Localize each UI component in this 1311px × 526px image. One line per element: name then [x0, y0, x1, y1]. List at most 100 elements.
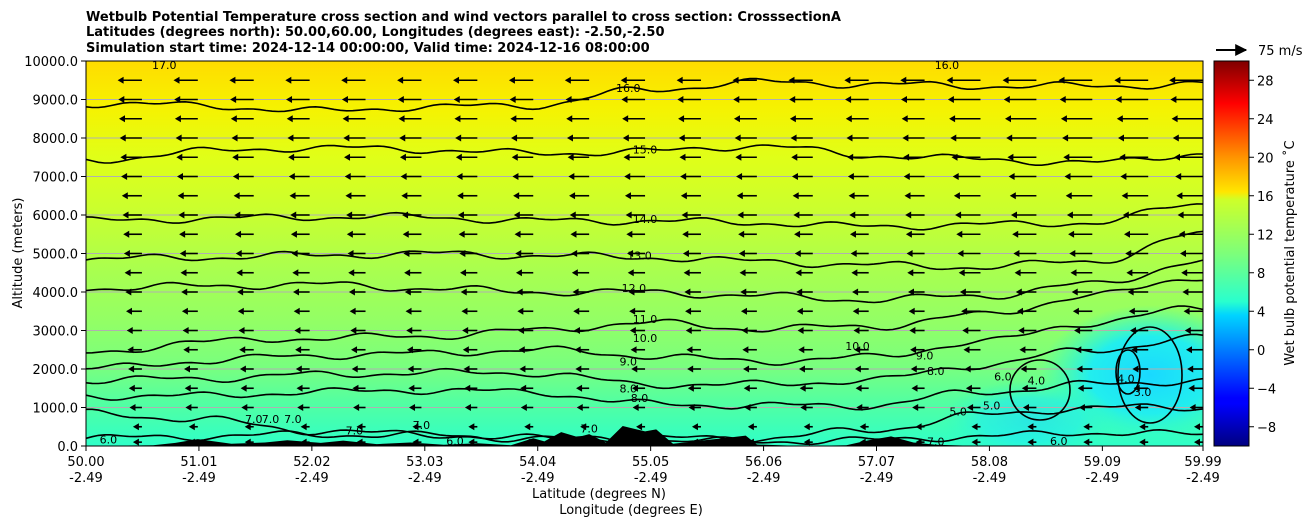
wind-vector [181, 307, 198, 315]
wind-vector [627, 269, 646, 277]
wind-vector [235, 250, 254, 257]
wind-vector [402, 211, 422, 219]
contour-label: 16.0 [616, 82, 641, 95]
wind-vector [852, 288, 869, 296]
wind-vector [344, 173, 366, 180]
x-tick-label-lat: 58.08 [971, 455, 1008, 470]
wind-vector [509, 96, 534, 103]
wind-vector [680, 192, 701, 200]
wind-vector [128, 365, 142, 373]
y-tick-label: 9000.0 [33, 94, 79, 109]
x-tick-label-lat: 51.01 [180, 455, 217, 470]
wind-vector [290, 211, 310, 219]
contour-label: 8.0 [927, 365, 945, 378]
wind-vector [285, 76, 310, 84]
wind-vector [803, 423, 813, 431]
wind-vector [955, 211, 981, 219]
wind-vector [288, 173, 310, 180]
wind-vector [789, 115, 813, 123]
wind-vector [796, 288, 813, 296]
wind-vector [235, 230, 254, 238]
wind-vector [1068, 230, 1093, 238]
wind-vector [1132, 365, 1149, 373]
colorbar-tick-label: 24 [1257, 113, 1274, 128]
wind-vector [902, 134, 925, 142]
wind-vector [65, 154, 87, 161]
x-tick-label-lon: -2.49 [973, 471, 1007, 486]
contour-label: 6.0 [100, 433, 118, 446]
y-axis-label: Altitude (meters) [11, 198, 26, 309]
wind-vector [176, 153, 198, 161]
wind-vector [1070, 269, 1093, 277]
wind-vector [1139, 423, 1149, 431]
wind-vector [571, 250, 590, 257]
wind-vector [349, 307, 366, 315]
wind-vector [686, 346, 701, 354]
wind-vector [732, 76, 757, 84]
wind-vector [1194, 438, 1203, 446]
wind-vector [398, 115, 422, 123]
contour-label: 11.0 [633, 313, 658, 326]
wind-vector [1169, 76, 1203, 84]
colorbar-tick-label: −8 [1257, 421, 1276, 436]
wind-vector [519, 365, 534, 373]
colorbar [1213, 60, 1250, 447]
contour-label: 6.0 [446, 435, 464, 448]
contour-label: 15.0 [633, 144, 658, 157]
wind-vector [1020, 365, 1037, 373]
wind-vector [348, 288, 366, 296]
wind-vector [847, 173, 869, 180]
wind-vector [287, 134, 310, 142]
wind-vector [342, 115, 366, 123]
wind-vector [793, 211, 813, 219]
wind-vector [179, 230, 198, 238]
contour-label: 16.0 [935, 59, 960, 72]
wind-vector [237, 307, 254, 315]
wind-vector [904, 192, 925, 200]
wind-vector [847, 153, 869, 161]
wind-vector [524, 423, 534, 431]
wind-vector [67, 231, 86, 238]
wind-vector [341, 76, 366, 84]
x-tick-label-lon: -2.49 [1086, 471, 1120, 486]
wind-vector [182, 327, 198, 334]
x-tick-label-lon: -2.49 [747, 471, 781, 486]
wind-vector [352, 384, 366, 392]
wind-vector [570, 230, 590, 238]
x-tick-label-lat: 54.04 [519, 455, 556, 470]
wind-vector [69, 269, 86, 276]
wind-vector [791, 153, 813, 161]
contour-label: 6.0 [1050, 435, 1068, 448]
wind-vector [121, 192, 142, 200]
wind-vector [126, 307, 142, 315]
y-tick-label: 5000.0 [33, 248, 79, 263]
wind-vector [910, 365, 925, 373]
wind-vector [293, 307, 310, 315]
wind-vector [790, 134, 813, 142]
wind-vector [685, 327, 701, 334]
wind-vector [1002, 76, 1037, 84]
wind-vector [128, 384, 142, 392]
wind-vector [513, 211, 534, 219]
wind-vector [407, 365, 422, 373]
contour-label: 7.0 [245, 413, 263, 426]
wind-vector [682, 230, 701, 238]
wind-vector [1174, 153, 1203, 161]
wind-vector [625, 211, 646, 219]
wind-vector [1181, 269, 1203, 277]
wind-vector [294, 327, 310, 334]
wind-vector [514, 230, 534, 238]
contour-line [86, 230, 1203, 271]
wind-vector [125, 288, 142, 296]
wind-vector [803, 438, 813, 446]
y-tick-label: 7000.0 [33, 171, 79, 186]
wind-vector [240, 384, 254, 392]
colorbar-tick-label: 0 [1257, 344, 1265, 359]
wind-vector [1019, 346, 1037, 354]
wind-vector [239, 365, 254, 373]
wind-vector [1069, 250, 1093, 257]
wind-vector [515, 269, 534, 277]
wind-vector [232, 173, 254, 180]
wind-vector [678, 115, 701, 123]
wind-vector [632, 404, 646, 411]
